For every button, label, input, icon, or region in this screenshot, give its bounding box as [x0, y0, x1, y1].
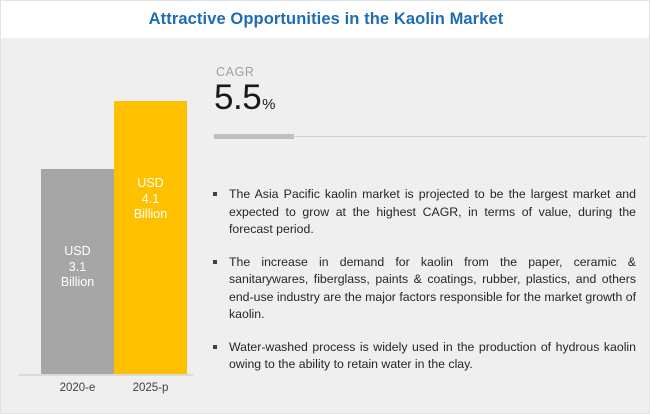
chart-plot-area: USD 3.1 Billion USD 4.1 Billion: [1, 38, 193, 374]
divider-thin-line: [214, 136, 647, 137]
bar-value-2020-e: 3.1: [68, 259, 87, 274]
x-tick-label-2025-p: 2025-p: [132, 382, 169, 394]
page-title: Attractive Opportunities in the Kaolin M…: [148, 10, 504, 28]
bar-value-unit-2020-e: USD: [64, 244, 91, 258]
divider-accent-segment: [214, 134, 294, 139]
list-item: Water-washed process is widely used in t…: [212, 339, 636, 374]
square-bullet-icon: [213, 259, 217, 264]
list-item: The Asia Pacific kaolin market is projec…: [212, 186, 636, 239]
square-bullet-icon: [213, 192, 217, 196]
list-item-text: Water-washed process is widely used in t…: [229, 339, 636, 372]
bar-value-scale-2020-e: Billion: [60, 275, 95, 289]
body-band: USD 3.1 Billion USD 4.1 Billion 2020-e: [1, 38, 649, 413]
divider: [214, 134, 647, 139]
bar-value-unit-2025-p: USD: [137, 176, 164, 190]
bar-2020-e: USD 3.1 Billion: [41, 169, 114, 374]
bar-value-2025-p: 4.1: [141, 191, 160, 206]
cagr-value: 5.5: [214, 78, 262, 117]
cagr-block: CAGR 5.5 %: [214, 65, 276, 116]
x-axis-tick-labels: 2020-e 2025-p: [1, 382, 193, 404]
list-item-text: The increase in demand for kaolin from t…: [229, 254, 636, 322]
bar-2025-p: USD 4.1 Billion: [114, 101, 187, 374]
bar-value-scale-2025-p: Billion: [133, 207, 168, 221]
x-axis-line: [19, 374, 193, 376]
bullet-list: The Asia Pacific kaolin market is projec…: [212, 186, 636, 374]
square-bullet-icon: [213, 344, 217, 349]
list-item: The increase in demand for kaolin from t…: [212, 254, 636, 324]
header-band: Attractive Opportunities in the Kaolin M…: [1, 1, 649, 38]
bar-label-2020-e: USD 3.1 Billion: [61, 244, 94, 291]
cagr-caption: CAGR: [216, 65, 255, 79]
highlights-panel: CAGR 5.5 % The Asia Pacific kaolin marke…: [193, 38, 649, 413]
x-tick-label-2020-e: 2020-e: [59, 382, 96, 394]
bar-chart: USD 3.1 Billion USD 4.1 Billion 2020-e: [1, 38, 193, 413]
list-item-text: The Asia Pacific kaolin market is projec…: [229, 187, 636, 236]
bar-label-2025-p: USD 4.1 Billion: [134, 176, 167, 223]
cagr-unit: %: [262, 96, 276, 113]
cagr-value-row: 5.5 %: [214, 80, 276, 116]
